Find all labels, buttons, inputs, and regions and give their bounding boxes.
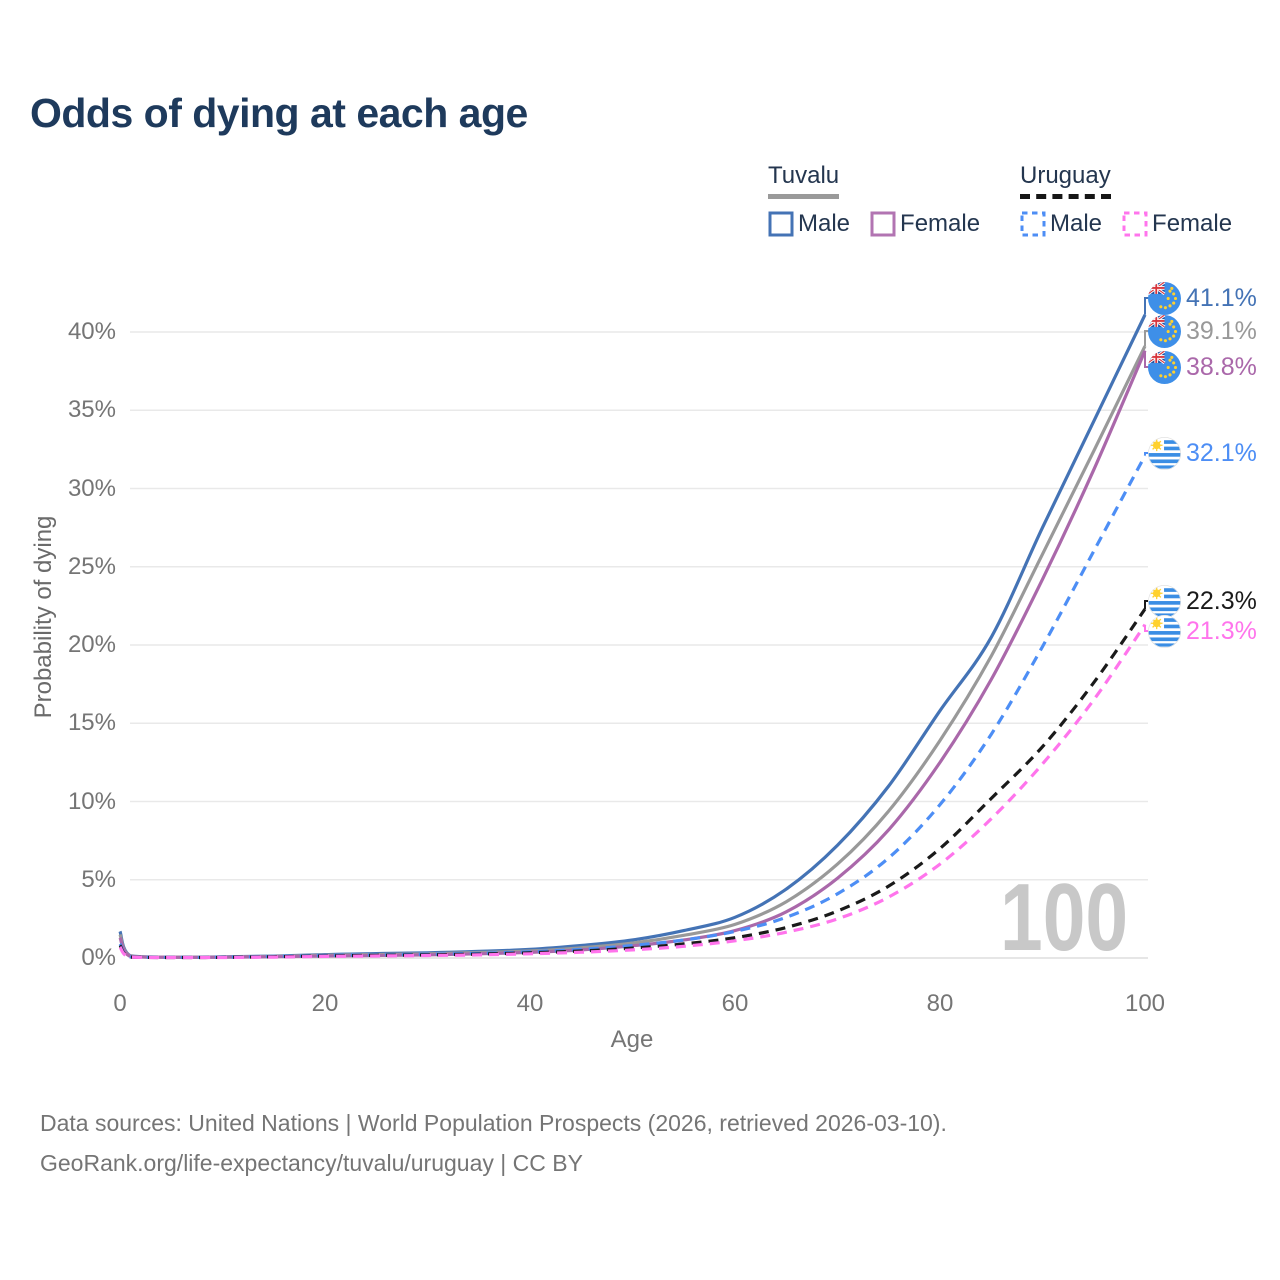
series-line-tuvalu-male[interactable] [118,314,1147,959]
legend-item-label: Female [1152,210,1233,237]
end-label-uruguay-both: 22.3% [1148,584,1257,618]
x-tick-label: 0 [113,990,127,1017]
x-tick-label: 40 [516,990,544,1017]
legend-item-label: Male [798,210,851,237]
series-line-uruguay-male[interactable] [118,454,1147,959]
y-tick-label: 40% [67,318,116,345]
end-label-value: 21.3% [1186,616,1257,645]
data-sources-text: Data sources: United Nations | World Pop… [40,1110,947,1136]
y-tick-label: 20% [67,631,116,658]
legend-country-uruguay[interactable]: Uruguay [1020,162,1111,199]
page-title: Odds of dying at each age [30,90,528,136]
end-label-tuvalu-both: 39.1% [1148,314,1257,348]
legend-item-tuvalu-male[interactable]: Male [768,210,850,238]
gridlines [130,331,1148,959]
end-label-value: 41.1% [1186,283,1257,312]
uruguay-flag-icon [1148,615,1181,648]
end-label-value: 39.1% [1186,316,1257,345]
legend-items-uruguay: Male Female [1020,210,1232,238]
legend-item-label: Male [1050,210,1103,237]
series-line-tuvalu-both-sexes[interactable] [118,345,1147,959]
end-label-value: 32.1% [1186,438,1257,467]
legend-swatch-dashed-icon [1020,211,1046,237]
tuvalu-flag-icon [1148,315,1181,348]
series-lines [118,314,1147,960]
attribution-text: GeoRank.org/life-expectancy/tuvalu/urugu… [40,1150,583,1176]
end-label-uruguay-male: 32.1% [1148,436,1257,470]
y-tick-label: 25% [67,552,116,580]
legend-group-uruguay: Uruguay Male Female [1020,162,1232,238]
legend-item-label: Female [900,210,981,237]
y-tick-label: 5% [81,865,116,893]
legend-items-tuvalu: Male Female [768,210,980,238]
end-label-tuvalu-male: 41.1% [1148,281,1257,315]
x-tick-label: 60 [721,990,749,1017]
y-tick-label: 0% [81,944,116,971]
x-tick-label: 80 [926,990,954,1017]
y-tick-label: 15% [67,709,116,737]
y-tick-label: 30% [67,474,116,502]
end-label-tuvalu-female: 38.8% [1148,350,1257,384]
x-axis-title: Age [610,1026,654,1053]
y-tick-label: 10% [67,787,116,815]
series-line-uruguay-female[interactable] [118,623,1147,960]
uruguay-flag-icon [1148,585,1181,618]
end-label-uruguay-female: 21.3% [1148,614,1257,648]
legend-item-uruguay-male[interactable]: Male [1020,210,1102,238]
legend-country-tuvalu[interactable]: Tuvalu [768,162,840,199]
x-tick-label: 100 [1124,990,1166,1017]
legend-item-uruguay-female[interactable]: Female [1122,210,1232,238]
end-label-value: 22.3% [1186,586,1257,615]
legend-group-tuvalu: Tuvalu Male Female [768,162,980,238]
series-line-uruguay-both-sexes[interactable] [118,608,1147,960]
watermark-age: 100 [1000,864,1129,971]
legend-swatch-solid-icon [870,211,896,237]
end-label-value: 38.8% [1186,352,1257,381]
y-tick-label: 35% [67,396,116,424]
legend-item-tuvalu-female[interactable]: Female [870,210,980,238]
uruguay-flag-icon [1148,437,1181,470]
tuvalu-flag-icon [1148,351,1181,384]
legend-swatch-dashed-icon [1122,211,1148,237]
x-tick-label: 20 [311,990,339,1017]
tuvalu-flag-icon [1148,282,1181,315]
legend-swatch-solid-icon [768,211,794,237]
